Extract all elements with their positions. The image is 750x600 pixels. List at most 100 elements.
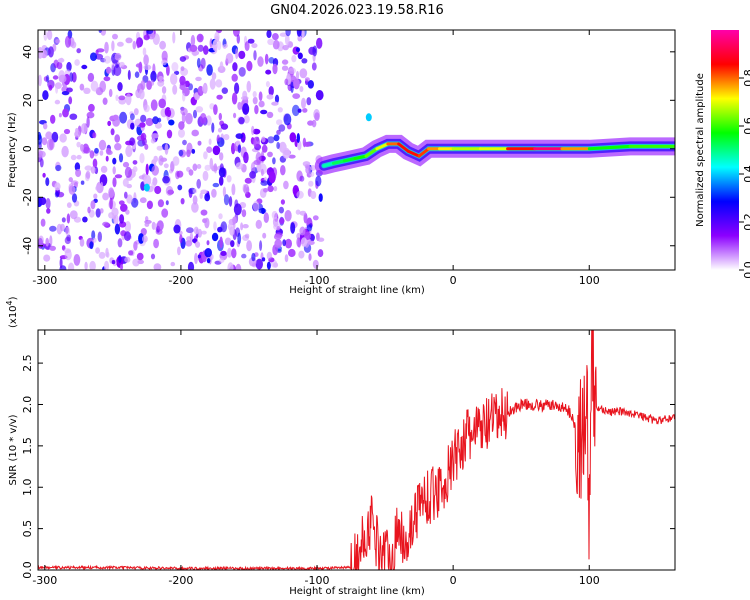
- noise-blob: [193, 226, 199, 235]
- noise-blob: [66, 213, 71, 224]
- noise-blob: [229, 226, 235, 236]
- noise-blob: [150, 80, 155, 86]
- noise-blob: [48, 46, 54, 58]
- noise-blob: [97, 231, 103, 243]
- noise-blob: [90, 200, 96, 210]
- noise-blob: [49, 235, 53, 247]
- noise-blob: [307, 120, 314, 126]
- noise-blob: [111, 207, 119, 217]
- noise-blob: [299, 210, 307, 216]
- noise-blob: [223, 194, 230, 206]
- noise-blob: [203, 45, 209, 55]
- noise-blob: [125, 145, 133, 158]
- noise-blob: [281, 65, 289, 71]
- noise-blob: [272, 157, 276, 165]
- noise-blob: [255, 219, 262, 229]
- noise-blob: [265, 69, 272, 75]
- noise-blob: [90, 80, 99, 92]
- noise-blob: [150, 99, 158, 111]
- spectrogram-y-axis-label: Frequency (Hz): [7, 112, 18, 188]
- noise-blob: [133, 108, 139, 116]
- spectrogram-x-ticks: -300 -200 -100 0 100: [32, 30, 600, 287]
- noise-blob: [263, 188, 268, 193]
- noise-blob: [132, 40, 137, 50]
- x-tick-label: 100: [579, 574, 600, 587]
- y-tick-label: -40: [21, 237, 34, 255]
- noise-blob: [200, 189, 208, 195]
- noise-blob: [192, 163, 198, 171]
- noise-blob: [273, 134, 280, 142]
- noise-blob: [76, 141, 81, 148]
- signal-segment: [375, 142, 390, 151]
- noise-blob: [118, 254, 122, 264]
- noise-blob: [152, 33, 160, 45]
- noise-blob: [282, 44, 289, 51]
- noise-blob: [139, 122, 146, 128]
- noise-blob: [69, 113, 78, 120]
- snr-panel: -300 -200 -100 0 100 0.0 0.5 1.0 1.5 2.0 2.5 Heig…: [5, 296, 676, 597]
- noise-blob: [307, 240, 315, 245]
- noise-blob: [82, 216, 88, 223]
- noise-blob: [266, 94, 274, 100]
- noise-blob: [237, 232, 242, 245]
- noise-blob: [38, 235, 44, 246]
- noise-blob: [119, 264, 124, 270]
- colorbar-tick-label: 0.6: [742, 117, 750, 135]
- noise-blob: [219, 258, 225, 263]
- noise-blob: [279, 32, 288, 37]
- noise-blob: [114, 143, 122, 151]
- noise-blob: [104, 260, 109, 270]
- svg-text:(x104): (x104): [5, 296, 19, 328]
- noise-blob: [65, 226, 71, 236]
- noise-blob: [157, 199, 164, 208]
- noise-blob: [231, 248, 237, 259]
- noise-blob: [233, 203, 242, 216]
- noise-blob: [85, 170, 91, 179]
- colorbar-tick-label: 0.4: [742, 165, 750, 183]
- noise-blob: [170, 261, 176, 267]
- noise-blob: [146, 200, 153, 210]
- colorbar-ramp: [711, 30, 739, 270]
- noise-blob: [158, 155, 164, 166]
- noise-blob: [312, 215, 319, 221]
- noise-blob: [89, 260, 96, 270]
- noise-blob: [296, 30, 302, 37]
- noise-blob: [163, 163, 169, 169]
- noise-blob: [151, 133, 159, 139]
- noise-blob: [120, 203, 128, 212]
- noise-blob: [278, 124, 286, 132]
- noise-blob: [43, 30, 48, 41]
- noise-blob: [217, 40, 222, 51]
- spectrogram-x-axis-label: Height of straight line (km): [289, 285, 425, 296]
- noise-blob: [142, 235, 148, 243]
- noise-blob: [258, 208, 267, 214]
- noise-blob: [284, 254, 289, 263]
- noise-blob: [100, 165, 108, 173]
- noise-blob: [257, 56, 264, 67]
- noise-blob: [200, 209, 208, 216]
- noise-blob: [179, 85, 186, 90]
- noise-blob: [60, 223, 65, 232]
- snr-frame: [37, 329, 676, 571]
- noise-blob: [180, 107, 188, 116]
- noise-blob: [112, 166, 116, 175]
- noise-blob: [80, 144, 84, 152]
- noise-blob: [94, 147, 99, 154]
- noise-blob: [132, 258, 140, 267]
- noise-blob: [316, 37, 323, 49]
- noise-blob: [267, 136, 275, 144]
- noise-blob: [242, 103, 250, 115]
- noise-blob: [234, 82, 240, 95]
- signal-segment: [331, 159, 346, 165]
- noise-blob: [252, 136, 260, 148]
- signal-segment: [417, 147, 431, 158]
- noise-blob: [295, 209, 301, 215]
- noise-blob: [267, 185, 274, 193]
- noise-blob: [55, 164, 62, 172]
- colorbar-tick-label: 0.0: [742, 261, 750, 279]
- noise-blob: [298, 250, 305, 259]
- noise-blob: [99, 208, 104, 214]
- noise-blob: [252, 96, 258, 105]
- noise-blob: [235, 133, 244, 140]
